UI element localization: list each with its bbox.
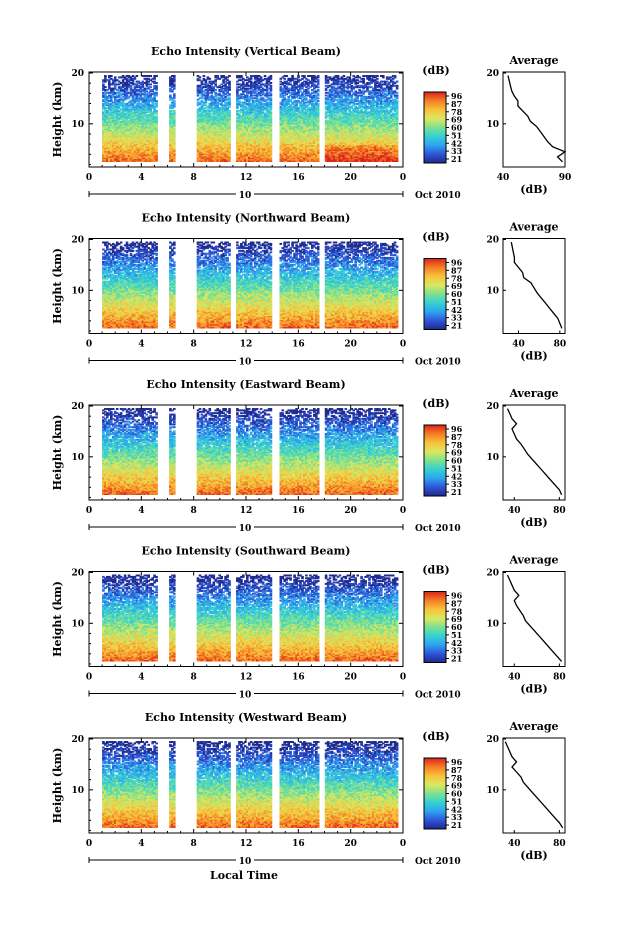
heatmap-cell <box>149 75 152 77</box>
heatmap-cell <box>216 75 219 77</box>
heatmap-cell <box>203 75 206 77</box>
heatmap-cell <box>104 75 107 77</box>
heatmap-cell <box>155 115 158 117</box>
heatmap-cell <box>199 76 202 78</box>
heatmap-cell <box>173 83 176 85</box>
heatmap-cell <box>228 75 231 77</box>
heatmap-cell <box>155 85 158 87</box>
heatmap-cell <box>228 97 231 99</box>
heatmap-cell <box>110 75 113 77</box>
heatmap-cell <box>114 76 117 78</box>
heatmap-cell <box>136 75 139 77</box>
heatmap-cell <box>228 110 231 112</box>
panel-1: Echo Intensity (Vertical Beam)0 4 8 12 16 20 0… <box>51 45 571 201</box>
panel-title: Echo Intensity (Vertical Beam) <box>151 45 341 58</box>
heatmap-cell <box>173 75 176 77</box>
heatmap-cell <box>169 95 172 97</box>
heatmap-cell <box>173 93 176 95</box>
heatmap-cell <box>214 83 217 85</box>
heatmap-cell <box>209 78 212 80</box>
heatmap <box>102 75 398 162</box>
heatmap-cell <box>155 75 158 77</box>
heatmap-cell <box>149 86 152 88</box>
heatmap-cell <box>173 100 176 102</box>
heatmap-cell <box>155 92 158 94</box>
heatmap-cell <box>155 100 158 102</box>
heatmap-cell <box>228 93 231 95</box>
heatmap-cell <box>155 82 158 84</box>
heatmap-cell <box>155 110 158 112</box>
heatmap-cell <box>149 83 152 85</box>
heatmap-cell <box>214 89 217 91</box>
heatmap-cell <box>104 86 107 88</box>
heatmap-cell <box>102 83 105 85</box>
heatmap-cell <box>173 110 176 112</box>
heatmap-cell <box>228 81 231 83</box>
